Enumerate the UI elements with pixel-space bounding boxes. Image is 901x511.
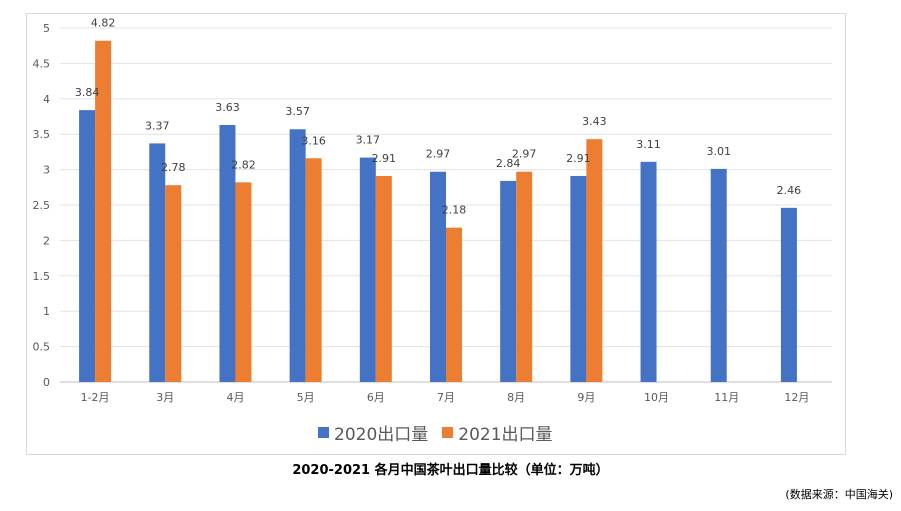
data-label: 2.91 [566,152,591,165]
legend-item-2021: 2021出口量 [442,420,553,445]
bar-2021出口量-3月 [165,185,182,382]
data-label: 3.01 [706,145,731,158]
data-label: 4.82 [91,17,116,30]
data-label: 2.97 [512,148,537,161]
bar-2020出口量-11月 [710,168,727,382]
legend-label-2020: 2020出口量 [334,424,429,445]
legend-swatch-2021 [442,426,454,438]
data-label: 3.17 [356,134,381,147]
bar-2020出口量-7月 [430,171,446,382]
bar-2020出口量-1-2月 [79,110,96,383]
data-label: 3.11 [636,138,661,151]
bar-2020出口量-12月 [780,207,797,382]
data-label: 2.91 [372,152,397,165]
data-labels: 3.84 4.82 3.37 2.78 3.63 2.82 3.57 3.16 3.17 2.91… [75,17,801,217]
bars [79,40,797,383]
y-tick-label: 2 [43,234,50,247]
x-tick-label: 8月 [507,391,525,404]
legend: 2020出口量 2021出口量 [318,420,553,445]
x-tick-label: 9月 [577,391,595,404]
bar-2020出口量-8月 [500,180,517,382]
x-tick-label: 10月 [644,391,669,404]
data-label: 3.43 [582,115,607,128]
legend-label-2021: 2021出口量 [458,424,553,445]
bar-2021出口量-8月 [516,171,533,382]
bar-2021出口量-6月 [375,175,392,382]
x-tick-label: 6月 [367,391,385,404]
data-label: 3.16 [301,134,326,147]
bar-2020出口量-4月 [219,124,236,382]
data-label: 2.78 [161,161,186,174]
y-tick-label: 0 [43,376,50,389]
y-tick-label: 4 [43,93,50,106]
bar-2021出口量-7月 [446,227,462,382]
legend-swatch-2020 [318,426,329,438]
y-tick-label: 2.5 [33,199,51,212]
x-tick-label: 4月 [226,391,244,404]
data-label: 3.84 [75,86,100,99]
bar-2021出口量-1-2月 [95,40,112,383]
bar-2021出口量-5月 [305,158,322,382]
chart-title: 2020-2021 各月中国茶叶出口量比较（单位：万吨） [292,463,609,478]
y-tick-label: 3.5 [33,128,51,141]
y-axis: 0 0.5 1 1.5 2 2.5 3 3.5 4 4.5 5 [33,22,51,389]
data-label: 2.18 [442,204,467,217]
y-tick-label: 1 [43,305,50,318]
bar-2020出口量-10月 [640,161,657,382]
data-label: 3.63 [215,101,240,114]
x-tick-label: 5月 [297,391,315,404]
bar-2021出口量-9月 [586,139,603,382]
y-tick-label: 5 [43,22,50,35]
y-tick-label: 1.5 [33,270,51,283]
x-tick-label: 1-2月 [81,391,110,404]
bar-2020出口量-9月 [570,175,587,382]
bar-2020出口量-3月 [149,143,166,382]
source-note: (数据来源：中国海关) [785,488,893,501]
x-tick-label: 7月 [437,391,455,404]
x-tick-label: 3月 [156,391,174,404]
y-tick-label: 3 [43,164,50,177]
y-tick-label: 0.5 [33,341,51,354]
y-tick-label: 4.5 [33,57,51,70]
bar-2020出口量-6月 [359,157,376,382]
bar-2021出口量-4月 [235,182,252,382]
bar-2020出口量-5月 [289,129,306,382]
data-label: 2.46 [777,184,802,197]
x-axis: 1-2月 3月 4月 5月 6月 7月 8月 9月 10月 11月 12月 [81,391,810,404]
data-label: 3.57 [285,105,310,118]
data-label: 2.82 [231,158,256,171]
gridlines [60,27,832,383]
x-tick-label: 12月 [784,391,809,404]
data-label: 3.37 [145,119,170,132]
data-label: 2.84 [496,157,521,170]
data-label: 2.97 [426,148,451,161]
x-tick-label: 11月 [714,391,739,404]
legend-item-2020: 2020出口量 [318,420,428,445]
